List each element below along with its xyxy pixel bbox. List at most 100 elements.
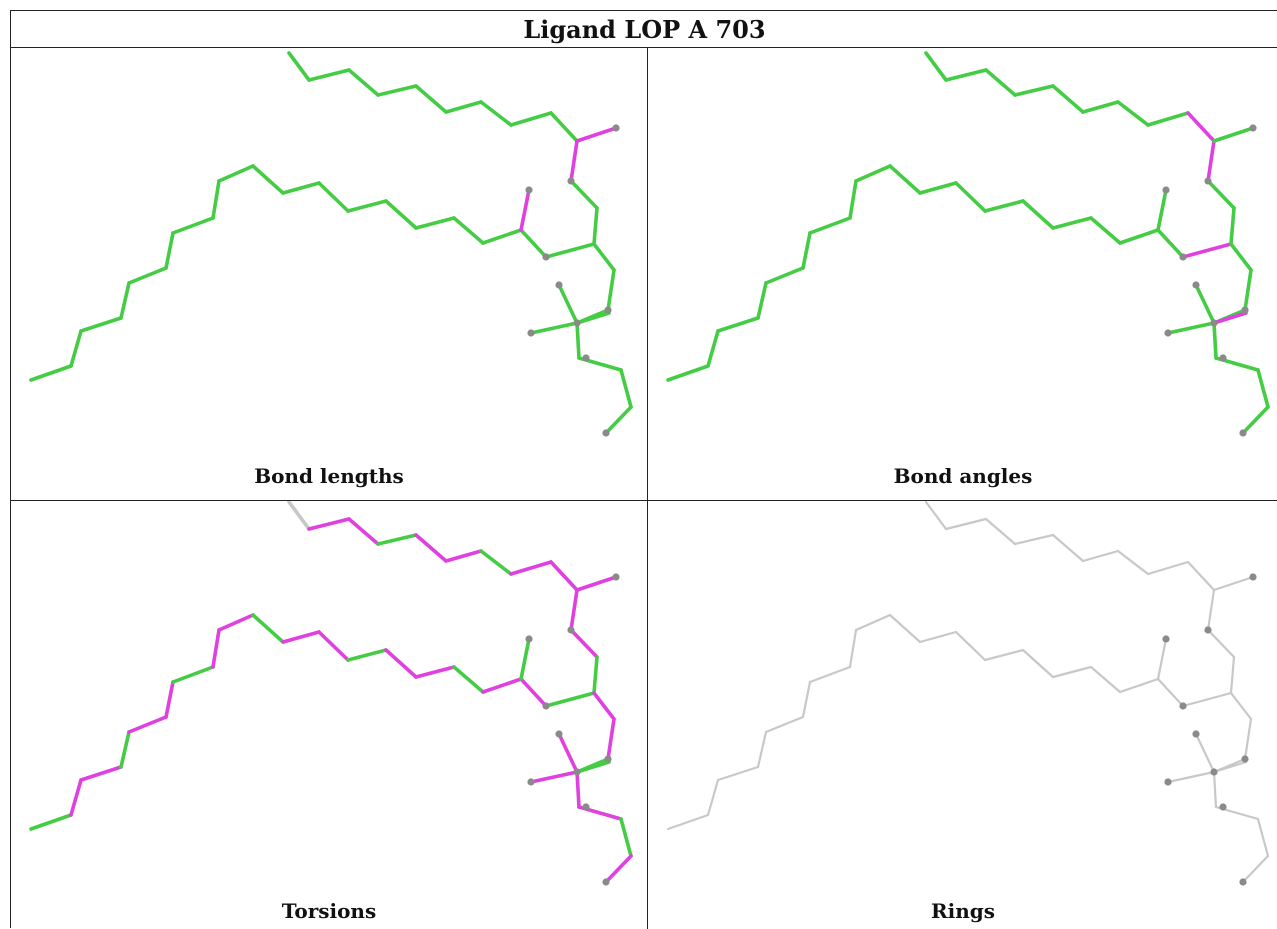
bond <box>1241 854 1270 884</box>
bond <box>592 691 616 721</box>
atom <box>573 319 581 327</box>
bond <box>171 665 215 684</box>
bond <box>29 364 73 382</box>
bond <box>287 501 311 531</box>
bond <box>1166 770 1216 784</box>
bond <box>716 765 760 782</box>
bond <box>666 364 710 382</box>
bond <box>1212 126 1255 143</box>
bond <box>217 613 255 632</box>
atom <box>1192 730 1200 738</box>
atom <box>527 329 535 337</box>
bond <box>888 613 922 644</box>
bond <box>519 188 531 232</box>
bond <box>1156 677 1185 708</box>
bond <box>575 760 611 774</box>
bond <box>706 329 720 368</box>
bond <box>452 216 485 245</box>
atom <box>542 702 550 710</box>
bond <box>918 181 958 195</box>
atom <box>1210 768 1218 776</box>
bond <box>764 715 805 734</box>
atom <box>1239 429 1247 437</box>
bond <box>444 100 483 114</box>
bond <box>1241 405 1270 435</box>
bond <box>1229 242 1253 272</box>
panel-torsions: Torsions <box>11 501 648 929</box>
bond <box>808 665 852 684</box>
bond <box>1206 139 1216 183</box>
atom <box>1179 702 1187 710</box>
bond <box>549 560 579 592</box>
bond <box>1118 228 1160 245</box>
bond <box>1256 817 1270 858</box>
panel-bond-lengths: Bond lengths <box>11 48 648 501</box>
bond <box>509 560 553 576</box>
bond <box>1206 628 1236 659</box>
bond <box>211 179 221 220</box>
report-sheet: Ligand LOP A 703 Bond lengths Bond angle… <box>10 10 1277 929</box>
bond <box>171 216 215 235</box>
bond <box>119 281 131 320</box>
bond <box>1051 216 1093 230</box>
bond <box>1081 549 1120 563</box>
bond <box>854 613 892 632</box>
bond <box>808 216 852 235</box>
bond <box>1051 665 1093 679</box>
bond <box>569 588 579 632</box>
bond <box>848 179 858 220</box>
bond <box>1116 100 1150 127</box>
atom <box>612 573 620 581</box>
bond <box>1013 533 1055 546</box>
atom <box>1162 635 1170 643</box>
bond <box>619 817 633 858</box>
bond <box>127 266 168 285</box>
atom <box>1204 626 1212 634</box>
atom <box>1219 803 1227 811</box>
bond <box>519 677 548 708</box>
bond <box>575 575 618 592</box>
bond <box>1013 84 1055 97</box>
bond <box>1166 321 1216 335</box>
bond <box>251 164 285 195</box>
bond <box>604 854 633 884</box>
atom <box>1179 253 1187 261</box>
bond <box>801 680 812 719</box>
bond <box>954 630 987 662</box>
bond <box>1051 84 1085 114</box>
bond <box>854 164 892 183</box>
bond <box>592 655 599 695</box>
bond <box>127 715 168 734</box>
atom <box>567 177 575 185</box>
bond <box>606 268 616 312</box>
bond <box>69 778 83 817</box>
bond <box>544 242 596 259</box>
bond <box>606 717 616 761</box>
atom <box>1249 124 1257 132</box>
bond <box>619 368 633 409</box>
bond <box>1116 549 1150 576</box>
bond <box>444 549 483 563</box>
bond <box>307 68 351 82</box>
bond <box>954 181 987 213</box>
molecule-diagram-bond-angles <box>666 51 1270 437</box>
bond <box>347 68 380 97</box>
atom <box>527 778 535 786</box>
bond <box>569 628 599 659</box>
bond <box>1256 368 1270 409</box>
bond <box>317 181 350 213</box>
bond <box>164 680 175 719</box>
panel-caption: Bond lengths <box>254 464 404 488</box>
atom <box>1162 186 1170 194</box>
bond <box>1229 691 1253 721</box>
atom <box>573 768 581 776</box>
bond <box>384 199 418 230</box>
atom <box>1210 319 1218 327</box>
bond <box>414 533 448 563</box>
bond <box>557 732 579 774</box>
bond <box>544 691 596 708</box>
atom <box>1219 354 1227 362</box>
bond <box>1081 100 1120 114</box>
bond <box>592 242 616 272</box>
bond <box>575 321 581 360</box>
